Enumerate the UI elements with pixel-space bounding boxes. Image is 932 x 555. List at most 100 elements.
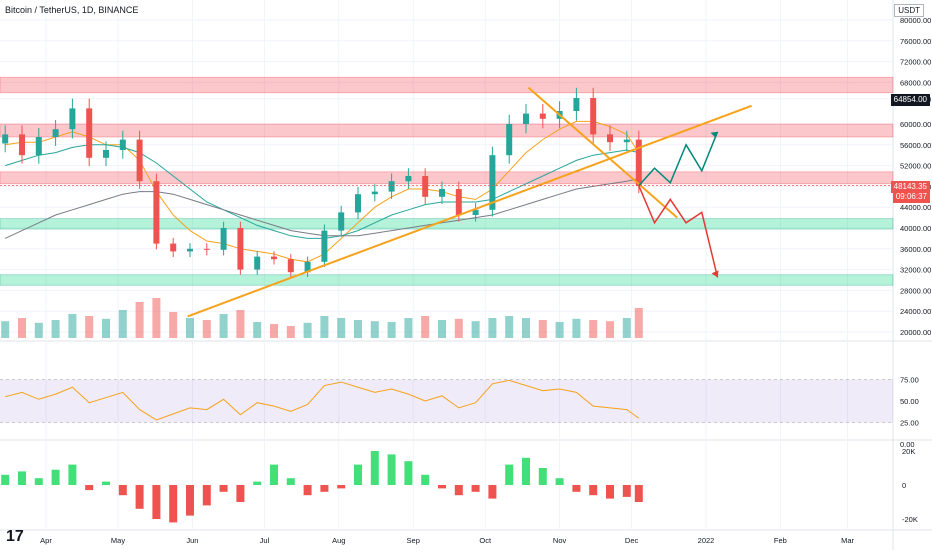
candle-body: [371, 191, 378, 195]
volume-bar: [387, 322, 396, 338]
candle-body: [203, 248, 210, 250]
price-tick-label: 24000.00: [900, 307, 931, 316]
momentum-bar: [34, 478, 43, 485]
volume-bar: [135, 302, 144, 338]
last-price-tag: 48143.35: [890, 181, 930, 193]
volume-bar: [522, 318, 530, 338]
momentum-bar: [555, 478, 564, 485]
volume-bar: [85, 316, 94, 338]
ascending-trendline: [187, 104, 752, 318]
volume-bar: [236, 310, 245, 338]
bearish-arrowhead: [711, 270, 719, 278]
momentum-bar: [505, 464, 514, 485]
volume-bar: [634, 308, 643, 338]
volume-bar: [606, 321, 614, 338]
candle-body: [439, 189, 445, 197]
price-tick-label: 68000.00: [900, 78, 931, 87]
volume-bar: [555, 322, 564, 338]
candle-body: [170, 243, 177, 252]
candle-body: [254, 256, 261, 270]
volume-bar: [1, 321, 10, 338]
candle-body: [35, 137, 42, 156]
candle-body: [220, 228, 227, 250]
rsi-band: [0, 379, 893, 423]
momentum-bar: [421, 474, 430, 485]
volume-bar: [286, 326, 295, 338]
momentum-bar: [387, 454, 396, 485]
momentum-bar: [589, 485, 598, 496]
candle-body: [287, 259, 294, 273]
candle-body: [136, 139, 143, 182]
time-tick-label: 2022: [698, 536, 715, 545]
candle-body: [607, 134, 613, 143]
price-tick-label: 76000.00: [900, 37, 931, 46]
volume-bar: [152, 298, 161, 338]
price-tick-label: 32000.00: [900, 266, 931, 275]
momentum-bar: [253, 481, 262, 485]
momentum-bar: [68, 464, 77, 485]
momentum-bar: [169, 485, 178, 523]
volume-bar: [68, 314, 77, 338]
volume-bar: [219, 314, 228, 338]
volume-bar: [253, 322, 262, 338]
price-tick-label: 52000.00: [900, 162, 931, 171]
candle-body: [405, 176, 412, 182]
highlight-price-tag: 64854.00: [890, 94, 930, 106]
price-tick-label: 28000.00: [900, 286, 931, 295]
volume-bar: [303, 322, 312, 338]
volume-bar: [202, 320, 211, 338]
candle-body: [304, 261, 311, 273]
candle-body: [86, 108, 93, 158]
volume-bar: [404, 318, 413, 338]
momentum-bar: [538, 468, 547, 485]
momentum-bar: [202, 485, 211, 506]
candle-body: [422, 176, 429, 197]
momentum-bar: [572, 485, 581, 492]
momentum-bar: [219, 485, 228, 492]
volume-bar: [51, 320, 60, 338]
momentum-bar: [286, 478, 295, 485]
time-tick-label: Mar: [841, 536, 854, 545]
momentum-bar: [454, 485, 463, 496]
volume-bar: [438, 320, 446, 338]
momentum-bar: [471, 485, 480, 492]
time-tick-label: Jun: [186, 536, 198, 545]
candle-body: [119, 139, 126, 150]
momentum-bar: [522, 457, 530, 485]
resistance-zone: [0, 171, 894, 185]
momentum-bar: [118, 485, 127, 496]
candle-body: [69, 108, 76, 130]
volume-bar: [270, 324, 278, 338]
candle-body: [523, 113, 529, 124]
volume-bar: [505, 316, 514, 338]
candle-body: [388, 181, 395, 192]
rsi-tick-label: 0.00: [900, 440, 915, 449]
currency-unit-button[interactable]: USDT: [894, 4, 924, 17]
momentum-tick-label: 0: [902, 481, 906, 490]
momentum-bar: [606, 485, 614, 499]
momentum-bar: [438, 485, 446, 489]
momentum-bar: [102, 481, 110, 485]
price-tick-label: 36000.00: [900, 245, 931, 254]
momentum-bar: [337, 485, 346, 489]
time-tick-label: Apr: [40, 536, 52, 545]
momentum-bar: [85, 485, 94, 491]
candle-body: [472, 209, 479, 215]
time-tick-label: Nov: [553, 536, 567, 545]
tradingview-logo[interactable]: 17: [6, 528, 24, 545]
candle-body: [590, 98, 597, 135]
volume-bar: [354, 320, 362, 338]
volume-bar: [421, 316, 430, 338]
momentum-bar: [152, 485, 161, 519]
momentum-tick-label: -20K: [902, 515, 918, 524]
candle-body: [103, 150, 109, 158]
momentum-bar: [270, 464, 278, 485]
momentum-bar: [1, 474, 10, 485]
candle-body: [573, 98, 580, 111]
moving-average-line: [4, 178, 639, 239]
support-zone: [0, 218, 894, 230]
symbol-title: Bitcoin / TetherUS, 1D, BINANCE: [5, 5, 139, 15]
candle-body: [539, 113, 546, 119]
